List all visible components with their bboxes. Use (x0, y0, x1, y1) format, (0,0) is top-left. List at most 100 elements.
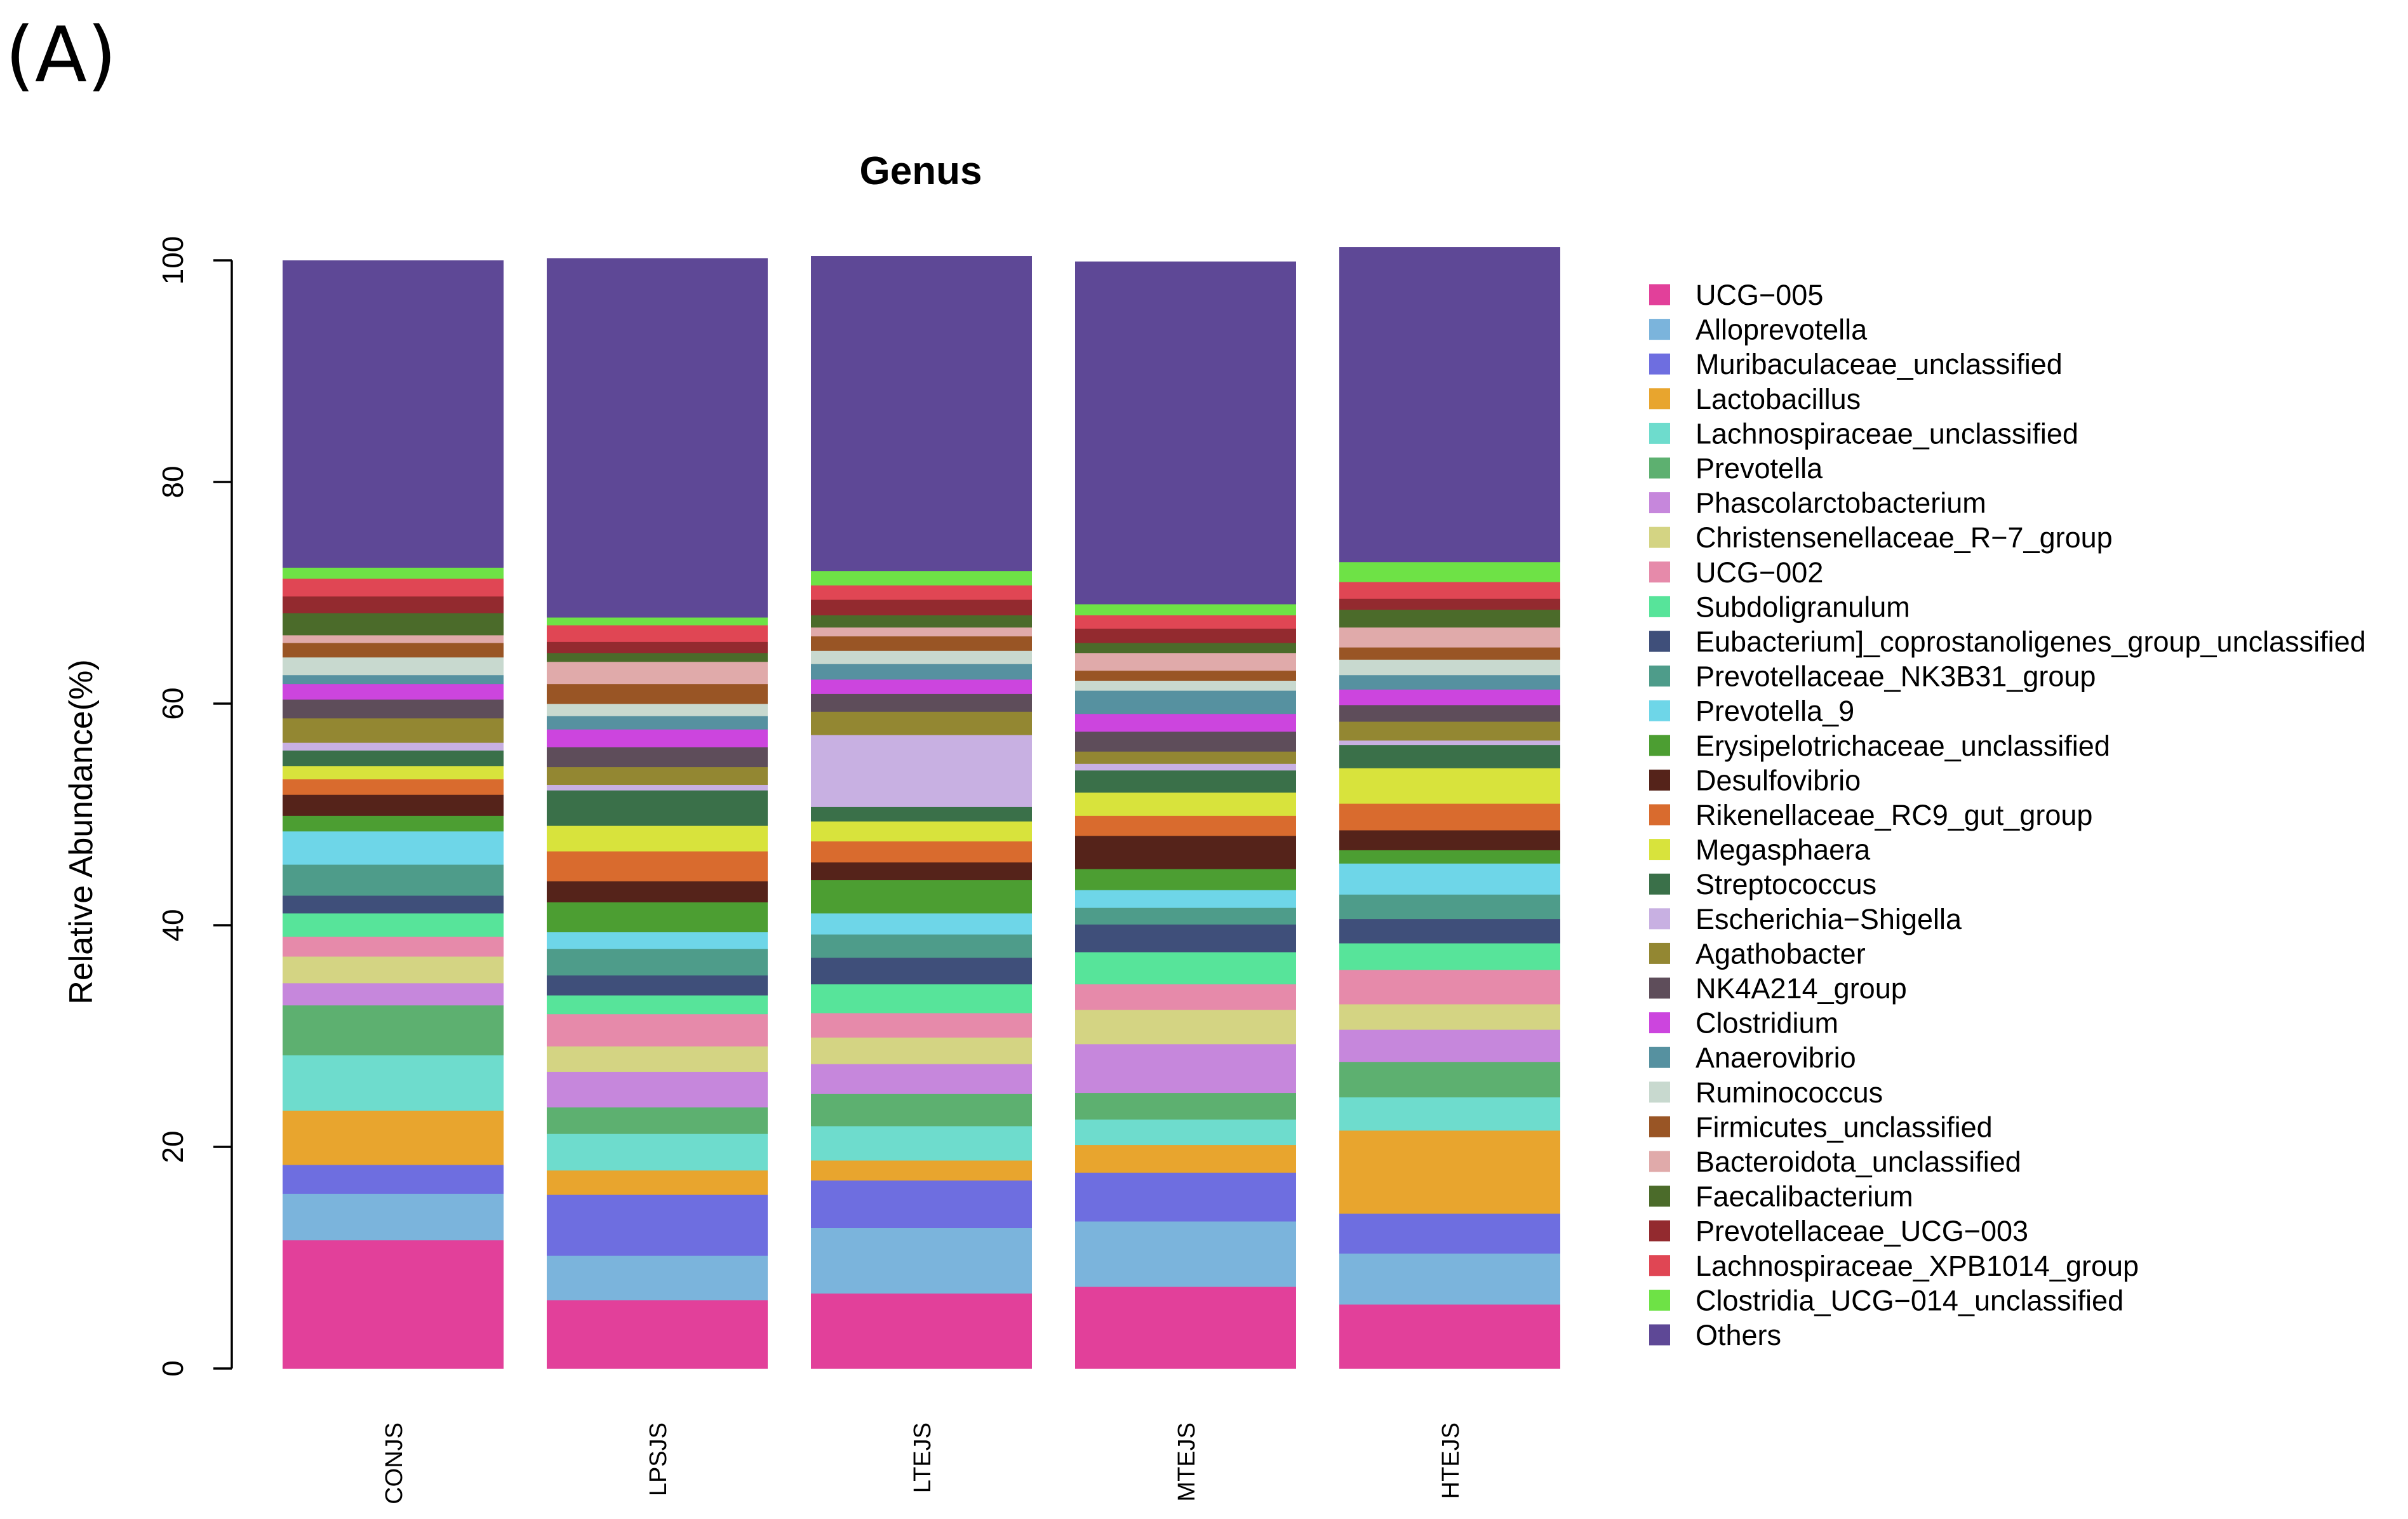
y-tick-label: 20 (156, 1130, 189, 1163)
bar-segment (811, 1228, 1032, 1294)
legend-swatch (1649, 284, 1670, 305)
legend-swatch (1649, 700, 1670, 721)
bar-segment (1075, 643, 1296, 653)
legend-label: Faecalibacterium (1696, 1181, 1913, 1213)
x-tick-label: HTEJS (1438, 1422, 1464, 1499)
bar-segment (547, 766, 768, 785)
legend-swatch (1649, 977, 1670, 999)
bar-segment (811, 984, 1032, 1014)
bar-segment (1075, 652, 1296, 671)
legend-swatch (1649, 735, 1670, 756)
bar-segment (547, 851, 768, 881)
bar-segment (1075, 1119, 1296, 1146)
bar-segment (1075, 907, 1296, 925)
y-axis-label: Relative Abundance(%) (63, 659, 100, 1004)
bar-segment (811, 1037, 1032, 1064)
bar-segment (547, 704, 768, 716)
legend-swatch (1649, 526, 1670, 548)
bar-segment (283, 956, 504, 984)
bar-segment (811, 650, 1032, 664)
bar-segment (1339, 829, 1560, 850)
legend-swatch (1649, 942, 1670, 964)
legend-label: Phascolarctobacterium (1696, 487, 1986, 519)
y-tick-label: 100 (156, 236, 189, 285)
bar-segment (547, 1046, 768, 1072)
legend-swatch (1649, 839, 1670, 860)
bar-segment (1339, 768, 1560, 804)
bar-segment (1075, 1221, 1296, 1287)
legend-swatch (1649, 908, 1670, 930)
legend-label: Christensenellaceae_R−7_group (1696, 521, 2113, 554)
legend-label: Anaerovibrio (1696, 1041, 1856, 1074)
bar-segment (547, 948, 768, 976)
x-tick-label: LTEJS (909, 1422, 936, 1493)
legend-item: Ruminococcus (1649, 1076, 1883, 1109)
x-tick-label: CONJS (381, 1422, 408, 1504)
bar-segment (1339, 627, 1560, 648)
legend-swatch (1649, 666, 1670, 687)
panel-label: (A) (5, 11, 117, 100)
legend-item: Megasphaera (1649, 834, 1871, 866)
bar-segment (1339, 1097, 1560, 1131)
legend-swatch (1649, 1151, 1670, 1172)
bar-segment (1075, 1286, 1296, 1369)
bar-segment (1075, 815, 1296, 836)
legend-swatch (1649, 457, 1670, 479)
bar-segment (1075, 763, 1296, 771)
bar-segment (1339, 1061, 1560, 1098)
legend-label: Muribaculaceae_unclassified (1696, 348, 2063, 380)
bar-segment (547, 902, 768, 933)
bar-segment (547, 729, 768, 747)
bar-segment (1339, 598, 1560, 610)
bar-segment (811, 679, 1032, 694)
legend-label: Eubacterium]_coprostanoligenes_group_unc… (1696, 626, 2366, 658)
bar-segment (1339, 942, 1560, 970)
bar-segment (811, 585, 1032, 600)
legend-item: Clostridium (1649, 1007, 1838, 1040)
bar-segment (811, 734, 1032, 807)
bar-segment (1339, 609, 1560, 628)
legend-item: Prevotella (1649, 452, 1823, 485)
bar-segment (547, 881, 768, 902)
bar-segment (547, 747, 768, 768)
bar-segment (811, 1180, 1032, 1228)
legend-swatch (1649, 1186, 1670, 1207)
legend-label: Firmicutes_unclassified (1696, 1111, 1993, 1143)
legend-label: Prevotellaceae_UCG−003 (1696, 1215, 2028, 1247)
bar-segment (1339, 721, 1560, 741)
legend: UCG−005AlloprevotellaMuribaculaceae_uncl… (1649, 279, 2366, 1351)
bar-segment (547, 1071, 768, 1107)
chart-title: Genus (860, 149, 982, 193)
legend-label: Alloprevotella (1696, 314, 1868, 346)
legend-swatch (1649, 353, 1670, 375)
bar-segment (1339, 803, 1560, 831)
legend-label: Prevotellaceae_NK3B31_group (1696, 660, 2096, 693)
bar-segment (1339, 1253, 1560, 1305)
bar-segment (1075, 951, 1296, 985)
bar-segment (283, 1164, 504, 1194)
legend-label: Bacteroidota_unclassified (1696, 1146, 2021, 1178)
legend-label: Agathobacter (1696, 937, 1866, 970)
bar-segment (283, 765, 504, 780)
bar-segment (811, 1064, 1032, 1094)
legend-item: NK4A214_group (1649, 972, 1907, 1005)
bar-segment (547, 932, 768, 949)
legend-item: Desulfovibrio (1649, 764, 1861, 796)
bar-segment (1075, 690, 1296, 714)
legend-swatch (1649, 1220, 1670, 1241)
bar-segment (1075, 603, 1296, 615)
legend-item: Escherichia−Shigella (1649, 903, 1962, 935)
legend-item: Agathobacter (1649, 937, 1866, 970)
bar-segment (283, 750, 504, 766)
bar-segment (283, 567, 504, 579)
legend-label: Others (1696, 1319, 1781, 1351)
bar-segment (1339, 1130, 1560, 1214)
bar-segment (1339, 850, 1560, 864)
bar-segment (547, 258, 768, 618)
legend-swatch (1649, 1324, 1670, 1346)
bar-stack-htejs (1339, 247, 1560, 1369)
bar-segment (811, 806, 1032, 822)
legend-item: Firmicutes_unclassified (1649, 1111, 1993, 1143)
bar-segment (283, 699, 504, 719)
x-tick-label: LPSJS (645, 1422, 672, 1496)
